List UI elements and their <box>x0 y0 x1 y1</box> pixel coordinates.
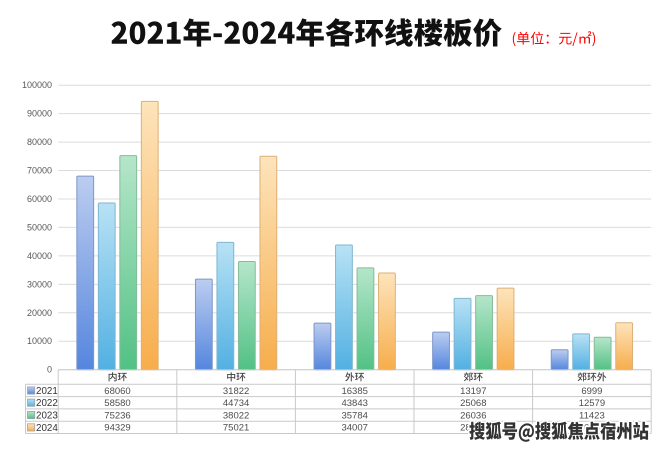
svg-text:75021: 75021 <box>223 423 249 434</box>
svg-text:80000: 80000 <box>27 137 52 147</box>
svg-text:2023: 2023 <box>36 411 58 422</box>
svg-text:2022: 2022 <box>36 398 58 409</box>
svg-text:43843: 43843 <box>341 398 367 409</box>
svg-text:34007: 34007 <box>341 423 367 434</box>
svg-text:20000: 20000 <box>27 308 52 318</box>
svg-text:25068: 25068 <box>460 398 486 409</box>
svg-text:2021: 2021 <box>36 386 58 397</box>
svg-text:2024: 2024 <box>36 423 58 434</box>
svg-text:40000: 40000 <box>27 251 52 261</box>
svg-text:16385: 16385 <box>341 386 367 397</box>
svg-text:60000: 60000 <box>27 194 52 204</box>
svg-text:75236: 75236 <box>104 410 130 421</box>
svg-text:30000: 30000 <box>27 279 52 289</box>
svg-text:68060: 68060 <box>104 386 130 397</box>
svg-text:12579: 12579 <box>579 398 605 409</box>
svg-text:44734: 44734 <box>223 398 249 409</box>
svg-text:26036: 26036 <box>460 410 486 421</box>
svg-text:38022: 38022 <box>223 410 249 421</box>
svg-text:100000: 100000 <box>22 80 52 90</box>
svg-text:6999: 6999 <box>581 386 602 397</box>
svg-text:0: 0 <box>47 365 52 375</box>
svg-text:58580: 58580 <box>104 398 130 409</box>
svg-text:90000: 90000 <box>27 109 52 119</box>
svg-text:31822: 31822 <box>223 386 249 397</box>
svg-text:50000: 50000 <box>27 222 52 232</box>
svg-text:70000: 70000 <box>27 166 52 176</box>
svg-text:13197: 13197 <box>460 386 486 397</box>
svg-text:11423: 11423 <box>579 410 605 421</box>
svg-text:35784: 35784 <box>341 410 367 421</box>
svg-text:94329: 94329 <box>104 423 130 434</box>
svg-text:10000: 10000 <box>27 336 52 346</box>
